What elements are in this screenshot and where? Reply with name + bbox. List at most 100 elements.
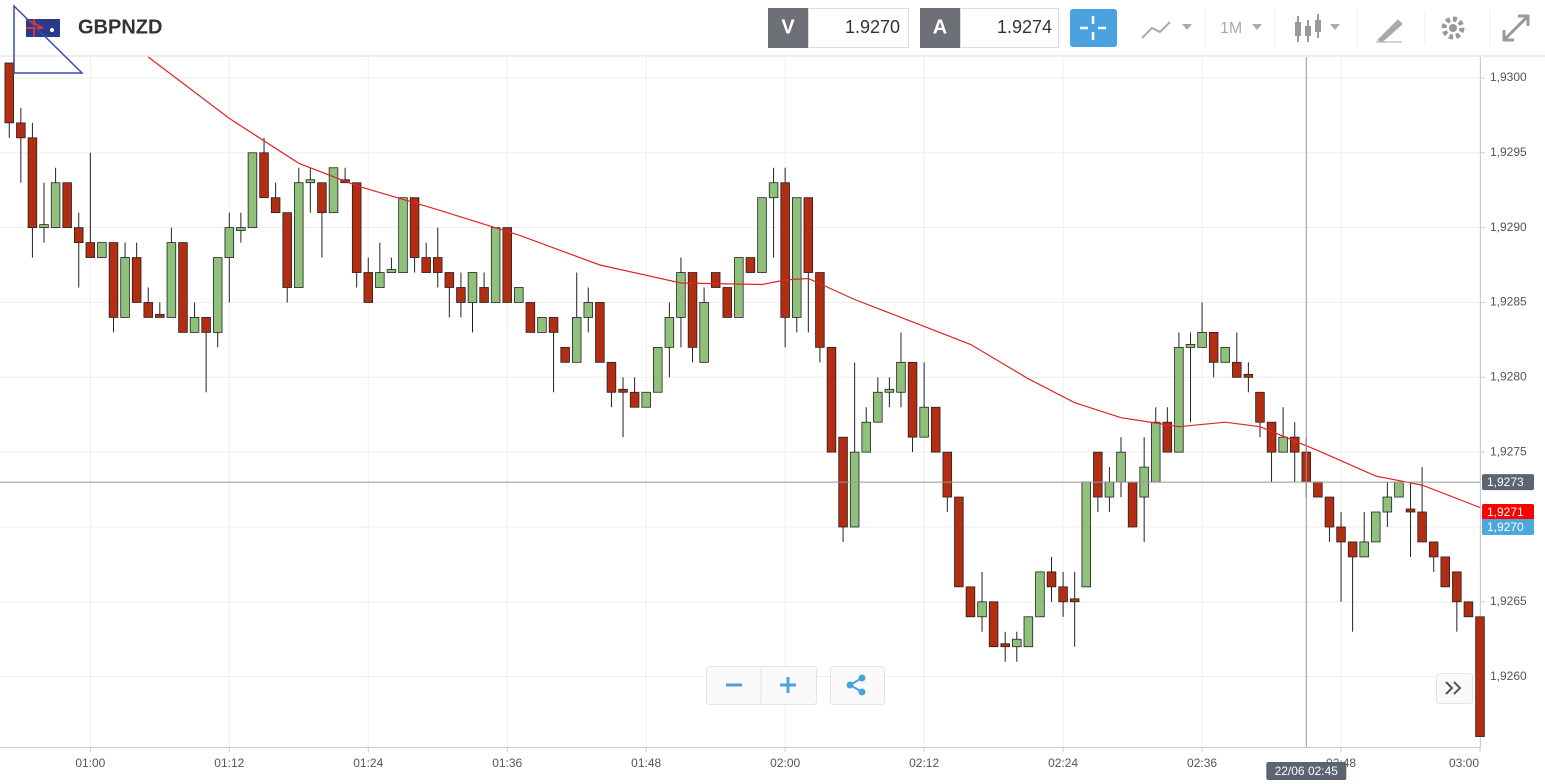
candle-body [525, 302, 536, 333]
candle-body [1058, 586, 1068, 603]
moving-average [147, 56, 1481, 509]
price-tag [1482, 504, 1534, 521]
candle-body [1232, 361, 1242, 378]
price-tag [1482, 474, 1534, 491]
candle-body [687, 272, 698, 348]
buy-price-box[interactable] [960, 8, 1059, 48]
zoom-in-button[interactable] [780, 677, 796, 693]
candle-body [490, 227, 501, 303]
candle-body [1104, 481, 1115, 498]
candle-body [965, 586, 976, 618]
x-tick-label: 02:24 [1048, 756, 1078, 770]
candle-body [1243, 373, 1254, 378]
candle-body [676, 272, 686, 318]
candle-body [606, 361, 617, 393]
sell-price-box[interactable] [808, 8, 909, 48]
candle-body [849, 451, 860, 528]
candle-body [1289, 436, 1300, 453]
settings-icon-center [1449, 24, 1457, 32]
candle-body [305, 179, 316, 184]
candle-body [1394, 481, 1404, 498]
y-tick-label: 1,9280 [1490, 369, 1527, 383]
candle-body [317, 182, 327, 214]
candle-body [826, 346, 837, 453]
flag [25, 18, 60, 37]
candle-body [85, 242, 96, 258]
candle-body [1440, 556, 1451, 588]
candle-body [618, 388, 628, 393]
x-tick-label: 02:36 [1187, 756, 1217, 770]
candle-body [1336, 526, 1346, 543]
x-tick-label: 03:00 [1449, 756, 1479, 770]
candle-body [282, 212, 292, 288]
candle-body [792, 197, 802, 318]
scroll-right-icon [1445, 681, 1462, 695]
timeframe[interactable]: 1M [1220, 20, 1242, 37]
candle-body [1093, 451, 1103, 498]
candle-body [1174, 346, 1184, 453]
x-tick-label: 01:12 [214, 756, 244, 770]
candle-body [977, 601, 987, 618]
candle-body [896, 361, 906, 393]
y-tick-label: 1,9295 [1490, 145, 1527, 159]
sell-button[interactable] [768, 8, 808, 48]
plot: 1,9260 1,9265 1,9270 1,9275 1,9280 1,9285 1,92… [0, 56, 1534, 780]
candle-body [4, 62, 15, 124]
candle-body [629, 391, 640, 408]
candle-body [328, 167, 339, 214]
candle-body [294, 182, 304, 288]
candle-body [1255, 391, 1265, 423]
candle-body [514, 287, 524, 303]
x-tick-label: 01:48 [631, 756, 661, 770]
candle-body [1220, 346, 1230, 363]
candle-body [143, 302, 153, 318]
crosshair-button[interactable] [1070, 9, 1117, 47]
x-tick-label: 01:00 [75, 756, 105, 770]
candle-body [1081, 481, 1092, 588]
candle-body [1069, 598, 1080, 603]
candle-body [247, 152, 258, 229]
candle-body [409, 197, 420, 258]
candle-body [1197, 332, 1207, 348]
dropdown-arrow [1330, 24, 1340, 30]
candle-body [1208, 332, 1219, 363]
x-tick-label: 01:24 [353, 756, 383, 770]
candle-body [155, 314, 165, 318]
drawing-triangle[interactable] [13, 4, 84, 74]
candle-body [1371, 511, 1381, 543]
candle-body [1324, 496, 1335, 528]
candle-body [757, 197, 767, 273]
y-tick-label: 1,9285 [1490, 295, 1527, 309]
y-tick-label: 1,9300 [1490, 70, 1527, 84]
candle-body [1151, 421, 1161, 483]
scroll-right-button[interactable] [1436, 673, 1473, 704]
candle-body [456, 287, 466, 303]
candle-body [259, 152, 269, 199]
candles-icon[interactable] [1295, 14, 1321, 42]
candle-body [270, 197, 281, 214]
candle-body [548, 317, 559, 333]
buy-button[interactable] [920, 8, 960, 48]
share-button[interactable] [846, 674, 866, 696]
candle-body [444, 272, 455, 288]
crosshair-icon [1080, 16, 1106, 40]
candle-body [27, 137, 38, 229]
buy-label: A [933, 16, 947, 38]
fullscreen-icon[interactable] [1502, 14, 1530, 42]
candle-body [467, 272, 478, 303]
candle-body [930, 406, 941, 453]
candle-body [1012, 638, 1022, 648]
y-tick-label: 1,9275 [1490, 444, 1527, 458]
draw-icon[interactable] [1376, 19, 1403, 43]
chart-type-icon[interactable] [1141, 21, 1171, 39]
candle-body [1023, 616, 1034, 648]
candle-body [745, 257, 756, 273]
candle-body [815, 272, 825, 348]
x-tick-label: 02:12 [909, 756, 939, 770]
x-tick-label: 01:36 [492, 756, 522, 770]
settings-icon[interactable] [1441, 16, 1465, 40]
candle-body [595, 302, 605, 363]
candle-body [351, 182, 362, 273]
candle-body [861, 421, 871, 453]
